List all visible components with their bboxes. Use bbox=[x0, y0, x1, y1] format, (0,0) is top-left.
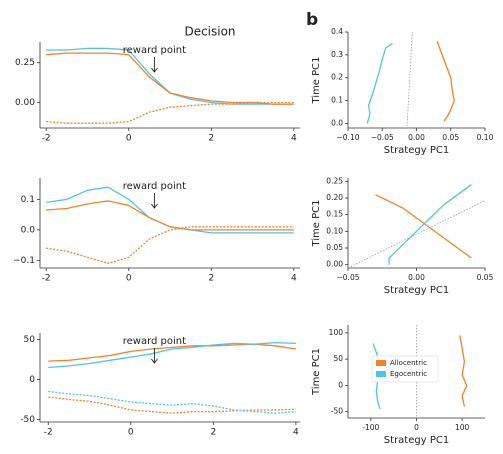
annotation-arrow bbox=[151, 348, 158, 364]
y-tick-label: 0.1 bbox=[21, 195, 35, 205]
y-tick-label: 0.0 bbox=[331, 118, 343, 127]
y-tick-label: 0.05 bbox=[326, 243, 343, 252]
series-line bbox=[48, 390, 296, 414]
x-tick-label: −0.10 bbox=[337, 133, 360, 142]
y-tick-label: 50 bbox=[333, 354, 343, 363]
series-line bbox=[46, 52, 294, 105]
series-line bbox=[46, 200, 294, 231]
x-tick-label: 4 bbox=[291, 274, 297, 284]
chart-title: Decision bbox=[184, 25, 235, 39]
x-tick-label: 0 bbox=[126, 274, 132, 284]
y-axis-label: Time PC1 bbox=[311, 348, 322, 396]
x-tick-label: -2 bbox=[42, 134, 51, 144]
y-tick-label: 0 bbox=[338, 380, 343, 389]
x-tick-label: 0.00 bbox=[408, 133, 425, 142]
series-line bbox=[459, 335, 468, 407]
y-tick-label: 0.10 bbox=[326, 226, 343, 235]
panel-label: b bbox=[306, 10, 318, 30]
legend-swatch bbox=[376, 360, 386, 366]
x-tick-label: 4 bbox=[293, 428, 299, 438]
y-tick-label: 0.25 bbox=[15, 58, 35, 68]
guide-line bbox=[406, 31, 413, 129]
x-tick-label: -2 bbox=[44, 428, 53, 438]
y-tick-label: 0 bbox=[29, 375, 35, 385]
series-line bbox=[436, 40, 455, 122]
x-tick-label: −0.05 bbox=[371, 133, 394, 142]
x-axis-label: Strategy PC1 bbox=[384, 145, 449, 156]
series-line bbox=[46, 101, 294, 124]
x-tick-label: 4 bbox=[291, 134, 297, 144]
x-axis-label: Strategy PC1 bbox=[384, 435, 449, 446]
x-tick-label: -2 bbox=[42, 274, 51, 284]
y-tick-label: 100 bbox=[329, 328, 344, 337]
y-tick-label: 0.20 bbox=[326, 193, 343, 202]
series-line bbox=[375, 194, 472, 259]
y-tick-label: 0.2 bbox=[331, 73, 343, 82]
annotation: reward point bbox=[123, 181, 186, 192]
y-tick-label: −0.1 bbox=[13, 256, 35, 266]
x-tick-label: -100 bbox=[362, 423, 379, 432]
y-tick-label: 0.3 bbox=[331, 50, 343, 59]
x-tick-label: 0 bbox=[128, 428, 134, 438]
series-line bbox=[46, 186, 294, 234]
x-tick-label: 0 bbox=[126, 134, 132, 144]
y-tick-label: 0.1 bbox=[331, 96, 343, 105]
x-tick-label: 0.05 bbox=[477, 273, 494, 282]
series-line bbox=[46, 47, 294, 105]
legend-label: Allocentric bbox=[390, 359, 427, 367]
y-axis-label: Time PC1 bbox=[311, 56, 322, 104]
y-tick-label: 0.15 bbox=[326, 210, 343, 219]
y-tick-label: 0.00 bbox=[326, 260, 343, 269]
annotation-arrow bbox=[151, 57, 158, 73]
x-tick-label: 2 bbox=[208, 274, 214, 284]
y-tick-label: 50 bbox=[24, 335, 36, 345]
x-tick-label: 0 bbox=[414, 423, 419, 432]
guide-line bbox=[347, 200, 486, 269]
legend-swatch bbox=[376, 371, 386, 377]
x-tick-label: 0.00 bbox=[408, 273, 425, 282]
series-line bbox=[366, 42, 393, 124]
x-tick-label: 100 bbox=[455, 423, 470, 432]
x-tick-label: 0.10 bbox=[477, 133, 494, 142]
annotation-arrow bbox=[151, 193, 158, 209]
annotation: reward point bbox=[123, 45, 186, 56]
y-tick-label: -50 bbox=[331, 407, 343, 416]
legend-label: Egocentric bbox=[390, 370, 427, 378]
series-line bbox=[388, 184, 472, 265]
y-axis-label: Time PC1 bbox=[311, 199, 322, 247]
y-tick-label: 0.00 bbox=[15, 98, 35, 108]
series-line bbox=[46, 226, 294, 265]
annotation: reward point bbox=[123, 336, 186, 347]
y-tick-label: 0.0 bbox=[21, 225, 36, 235]
series-line bbox=[48, 341, 296, 369]
y-tick-label: -50 bbox=[20, 415, 35, 425]
x-axis-label: Strategy PC1 bbox=[384, 285, 449, 296]
x-tick-label: 0.05 bbox=[442, 133, 459, 142]
y-tick-label: 0.4 bbox=[331, 27, 343, 36]
x-tick-label: 2 bbox=[208, 134, 214, 144]
x-tick-label: −0.05 bbox=[337, 273, 360, 282]
y-tick-label: 0.25 bbox=[326, 176, 343, 185]
series-line bbox=[48, 396, 296, 414]
x-tick-label: 2 bbox=[210, 428, 216, 438]
